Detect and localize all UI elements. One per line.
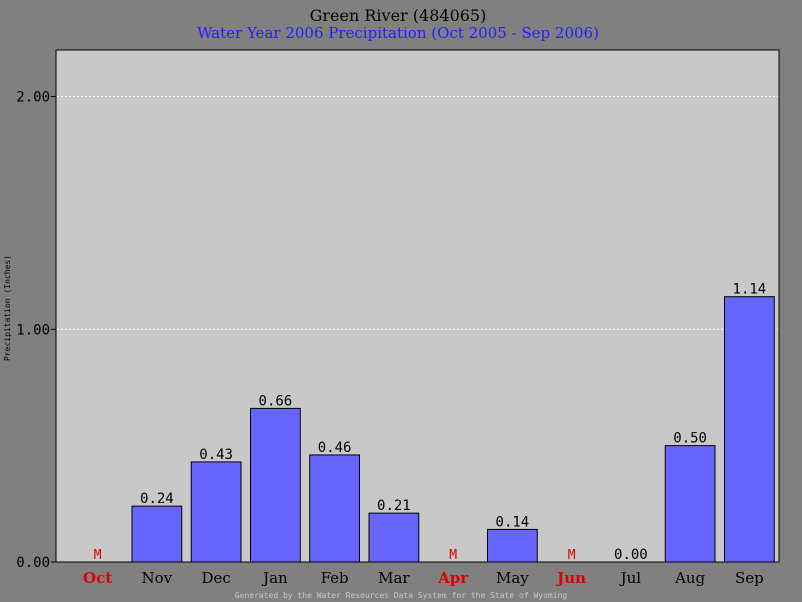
y-tick-label: 1.00 xyxy=(16,322,50,338)
value-labels: M 0.24 0.43 0.66 0.46 0.21 M 0.14 M 0.00 0.50 1.14 xyxy=(94,282,767,563)
value-label-jan: 0.66 xyxy=(259,393,293,409)
x-tick-label-nov: Nov xyxy=(142,569,173,587)
value-label-oct: M xyxy=(94,548,102,563)
x-tick-label-may: May xyxy=(496,569,529,587)
value-label-feb: 0.46 xyxy=(318,440,352,456)
y-axis-label: Precipitation (Inches) xyxy=(3,255,12,361)
bar-may xyxy=(486,528,538,563)
x-tick-label-oct: Oct xyxy=(83,569,112,587)
x-tick-label-sep: Sep xyxy=(735,569,764,587)
bar-sep xyxy=(723,296,775,563)
bar-dec xyxy=(190,461,242,563)
value-label-aug: 0.50 xyxy=(673,431,707,447)
y-tick-label: 0.00 xyxy=(16,555,50,571)
value-label-apr: M xyxy=(449,548,457,563)
value-label-sep: 1.14 xyxy=(733,282,767,298)
footer-credit: Generated by the Water Resources Data Sy… xyxy=(235,591,568,600)
plot-area xyxy=(55,49,780,563)
bar-aug xyxy=(664,445,716,563)
chart-title: Green River (484065) xyxy=(310,6,487,25)
x-tick-label-jun: Jun xyxy=(555,569,586,587)
x-tick-label-aug: Aug xyxy=(674,569,705,587)
bar-nov xyxy=(131,505,183,563)
value-label-nov: 0.24 xyxy=(140,491,174,507)
value-label-dec: 0.43 xyxy=(199,447,233,463)
gridlines xyxy=(57,96,778,330)
bar-jan xyxy=(249,407,301,563)
x-tick-label-dec: Dec xyxy=(201,569,230,587)
value-label-jul: 0.00 xyxy=(614,547,648,563)
x-tick-label-jan: Jan xyxy=(261,569,288,587)
value-label-jun: M xyxy=(568,548,576,563)
value-label-may: 0.14 xyxy=(496,514,530,530)
bar-feb xyxy=(309,454,361,563)
bars xyxy=(131,296,775,563)
y-tick-label: 2.00 xyxy=(16,90,50,106)
x-tick-label-feb: Feb xyxy=(321,569,349,587)
x-tick-label-jul: Jul xyxy=(619,569,642,587)
x-tick-label-apr: Apr xyxy=(437,569,469,587)
x-tick-label-mar: Mar xyxy=(378,569,410,587)
y-axis-ticks: 0.00 1.00 2.00 xyxy=(16,90,56,571)
value-label-mar: 0.21 xyxy=(377,498,411,514)
bar-mar xyxy=(368,512,420,563)
x-axis-labels: Oct Nov Dec Jan Feb Mar Apr May Jun Jul Aug Sep xyxy=(83,569,764,587)
chart-subtitle: Water Year 2006 Precipitation (Oct 2005 … xyxy=(197,24,599,42)
